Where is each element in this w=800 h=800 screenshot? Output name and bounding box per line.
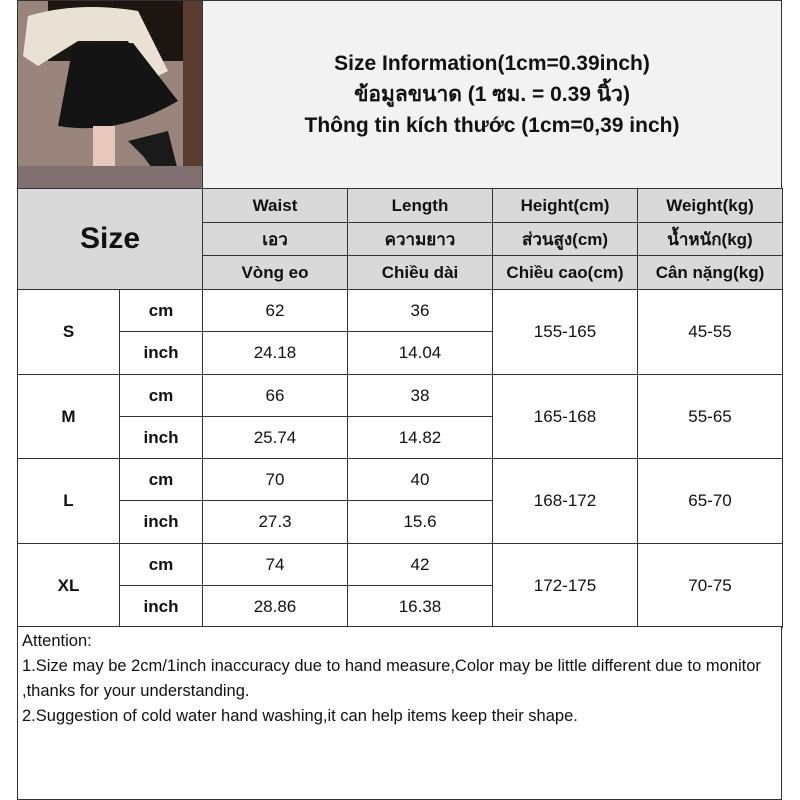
product-photo xyxy=(17,0,203,189)
waist-inch-cell: 27.3 xyxy=(202,500,348,544)
unit-label-inch: inch xyxy=(119,331,203,375)
column-header-th: ความยาว xyxy=(347,222,493,256)
column-header-en: Length xyxy=(347,188,493,223)
length-cm-cell: 42 xyxy=(347,543,493,586)
column-header-th: เอว xyxy=(202,222,348,256)
unit-label-cm: cm xyxy=(119,543,203,586)
length-inch-cell: 16.38 xyxy=(347,585,493,628)
size-header: Size xyxy=(17,188,203,290)
length-cm-cell: 38 xyxy=(347,374,493,417)
size-label: S xyxy=(17,289,120,375)
title-vietnamese: Thông tin kích thước (1cm=0,39 inch) xyxy=(304,114,680,137)
waist-inch-cell: 24.18 xyxy=(202,331,348,375)
size-label: XL xyxy=(17,543,120,628)
length-cm-cell: 40 xyxy=(347,458,493,501)
column-header-vi: Cân nặng(kg) xyxy=(637,255,783,290)
waist-inch-cell: 25.74 xyxy=(202,416,348,459)
size-label: M xyxy=(17,374,120,459)
column-header-th: น้ำหนัก(kg) xyxy=(637,222,783,256)
waist-cm-cell: 74 xyxy=(202,543,348,586)
weight-cell: 55-65 xyxy=(637,374,783,459)
column-header-vi: Vòng eo xyxy=(202,255,348,290)
size-label: L xyxy=(17,458,120,544)
unit-label-cm: cm xyxy=(119,458,203,501)
column-header-vi: Chiều cao(cm) xyxy=(492,255,638,290)
length-inch-cell: 15.6 xyxy=(347,500,493,544)
column-header-en: Waist xyxy=(202,188,348,223)
unit-label-inch: inch xyxy=(119,500,203,544)
height-cell: 168-172 xyxy=(492,458,638,544)
waist-inch-cell: 28.86 xyxy=(202,585,348,628)
title-thai: ข้อมูลขนาด (1 ซม. = 0.39 นิ้ว) xyxy=(354,83,630,106)
waist-cm-cell: 70 xyxy=(202,458,348,501)
unit-label-inch: inch xyxy=(119,416,203,459)
waist-cm-cell: 62 xyxy=(202,289,348,332)
height-cell: 172-175 xyxy=(492,543,638,628)
unit-label-cm: cm xyxy=(119,374,203,417)
length-inch-cell: 14.04 xyxy=(347,331,493,375)
unit-label-inch: inch xyxy=(119,585,203,628)
size-info-title: Size Information(1cm=0.39inch) ข้อมูลขนา… xyxy=(202,0,782,189)
column-header-en: Height(cm) xyxy=(492,188,638,223)
column-header-th: ส่วนสูง(cm) xyxy=(492,222,638,256)
attention-heading: Attention: xyxy=(22,632,92,650)
weight-cell: 65-70 xyxy=(637,458,783,544)
skirt-model-image xyxy=(18,1,202,188)
length-inch-cell: 14.82 xyxy=(347,416,493,459)
height-cell: 165-168 xyxy=(492,374,638,459)
weight-cell: 70-75 xyxy=(637,543,783,628)
attention-notes: Attention: 1.Size may be 2cm/1inch inacc… xyxy=(17,626,782,800)
attention-note-1: 1.Size may be 2cm/1inch inaccuracy due t… xyxy=(22,657,761,700)
waist-cm-cell: 66 xyxy=(202,374,348,417)
column-header-en: Weight(kg) xyxy=(637,188,783,223)
unit-label-cm: cm xyxy=(119,289,203,332)
column-header-vi: Chiều dài xyxy=(347,255,493,290)
title-english: Size Information(1cm=0.39inch) xyxy=(334,52,650,75)
attention-note-2: 2.Suggestion of cold water hand washing,… xyxy=(22,707,578,725)
length-cm-cell: 36 xyxy=(347,289,493,332)
weight-cell: 45-55 xyxy=(637,289,783,375)
height-cell: 155-165 xyxy=(492,289,638,375)
